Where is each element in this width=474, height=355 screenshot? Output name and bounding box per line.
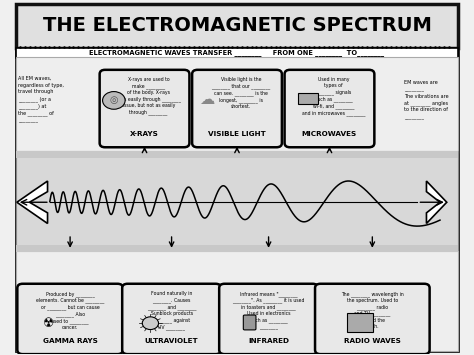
- Text: MICROWAVES: MICROWAVES: [302, 131, 357, 137]
- Text: ☢: ☢: [43, 317, 54, 330]
- Text: ULTRAVIOLET: ULTRAVIOLET: [145, 338, 199, 344]
- FancyBboxPatch shape: [219, 284, 318, 354]
- Text: INFRARED: INFRARED: [248, 338, 289, 344]
- Text: ELECTROMAGNETIC WAVES TRANSFER ________     FROM ONE ________  TO________: ELECTROMAGNETIC WAVES TRANSFER ________ …: [90, 50, 384, 56]
- Circle shape: [102, 92, 125, 109]
- Text: RADIO WAVES: RADIO WAVES: [344, 338, 401, 344]
- FancyBboxPatch shape: [16, 48, 458, 58]
- FancyBboxPatch shape: [16, 151, 458, 158]
- FancyBboxPatch shape: [16, 245, 458, 252]
- FancyBboxPatch shape: [298, 93, 318, 104]
- Text: Used in many
types of
________ signals
such as ________
wi-fi, and ________
and : Used in many types of ________ signals s…: [301, 77, 365, 116]
- FancyBboxPatch shape: [16, 57, 458, 153]
- Text: ☁: ☁: [200, 92, 215, 107]
- FancyBboxPatch shape: [16, 151, 458, 252]
- Text: THE ELECTROMAGNETIC SPECTRUM: THE ELECTROMAGNETIC SPECTRUM: [43, 16, 431, 35]
- FancyBboxPatch shape: [192, 70, 282, 147]
- FancyBboxPatch shape: [100, 70, 190, 147]
- Text: GAMMA RAYS: GAMMA RAYS: [43, 338, 98, 344]
- FancyBboxPatch shape: [16, 4, 458, 48]
- Circle shape: [142, 317, 158, 329]
- Text: EM waves are
________
The vibrations are
at ________ angles
to the direction of
: EM waves are ________ The vibrations are…: [404, 80, 448, 120]
- FancyBboxPatch shape: [284, 70, 374, 147]
- FancyBboxPatch shape: [16, 251, 458, 351]
- Text: X-RAYS: X-RAYS: [130, 131, 159, 137]
- FancyBboxPatch shape: [122, 284, 221, 354]
- Text: The ________ wavelength in
the spectrum. Used to
________ radio
and TV ________
: The ________ wavelength in the spectrum.…: [341, 291, 404, 329]
- Text: Visible light is the
________ that our ________
can see. ________ is the
longest: Visible light is the ________ that our _…: [211, 77, 271, 109]
- FancyBboxPatch shape: [18, 284, 123, 354]
- Text: Infrared means "________
________". As ________ it is used
in toasters and _____: Infrared means "________ ________". As _…: [232, 291, 305, 330]
- Text: X-rays are used to
make ________
of the body. X-rays
pass easily through _______: X-rays are used to make ________ of the …: [116, 77, 181, 115]
- Polygon shape: [427, 181, 447, 223]
- Text: ◎: ◎: [109, 95, 118, 105]
- Polygon shape: [17, 181, 47, 223]
- Text: VISIBLE LIGHT: VISIBLE LIGHT: [208, 131, 266, 137]
- Text: Produced by ________
elements. Cannot be ________
or ________ but can cause
____: Produced by ________ elements. Cannot be…: [36, 291, 104, 330]
- FancyBboxPatch shape: [315, 284, 429, 354]
- FancyBboxPatch shape: [346, 313, 373, 332]
- FancyBboxPatch shape: [16, 4, 458, 351]
- FancyBboxPatch shape: [243, 315, 256, 330]
- Text: Found naturally in
________. Causes
________ and ________
Sunblock products
____: Found naturally in ________. Causes ____…: [147, 291, 196, 329]
- Text: All EM waves,
regardless of type,
travel through
________ (or a
________) at
the: All EM waves, regardless of type, travel…: [18, 76, 64, 124]
